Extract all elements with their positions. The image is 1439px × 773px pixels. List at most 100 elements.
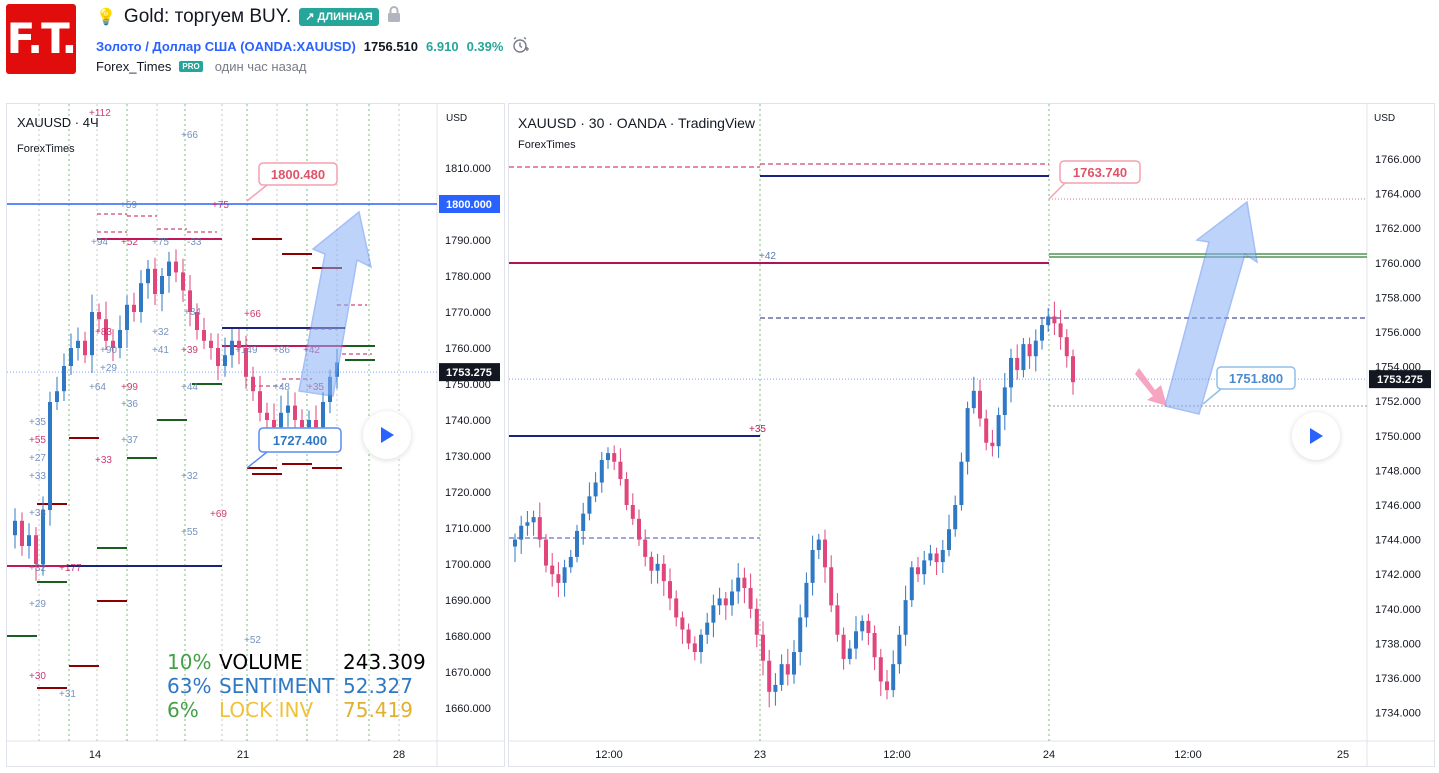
level-annotation: +38 — [29, 508, 46, 519]
stat-name: LOCK INV — [219, 698, 314, 722]
candle-body — [909, 567, 914, 601]
candle-body — [823, 539, 827, 568]
candle-body — [940, 549, 945, 563]
candle-body — [237, 340, 241, 348]
price-tick-label: 1740.000 — [1375, 604, 1421, 616]
candle-body — [723, 598, 728, 606]
callout-high-pointer — [246, 184, 268, 202]
candle-body — [841, 634, 846, 659]
level-annotation: +66 — [244, 309, 261, 320]
level-annotation: +35 — [749, 424, 766, 435]
candle-body — [581, 513, 586, 531]
right-chart-canvas[interactable]: 1766.000 1764.000 1762.000 1760.000 1758.000… — [509, 104, 1434, 766]
candle-body — [922, 560, 927, 575]
candle-body — [990, 442, 995, 447]
time-tick-label: 12:00 — [595, 749, 623, 761]
candle-body — [717, 598, 722, 606]
right-play-button[interactable] — [1292, 412, 1340, 460]
time-tick-label: 21 — [237, 749, 249, 761]
candle-body — [661, 563, 666, 582]
level-annotation: +30 — [29, 671, 46, 682]
candle-body — [1033, 340, 1038, 357]
time-tick-label: 14 — [89, 749, 101, 761]
level-annotation: +75 — [212, 200, 229, 211]
left-chart-sublabel: ForexTimes — [17, 143, 75, 155]
published-time: один час назад — [214, 59, 307, 74]
author-name[interactable]: Forex_Times — [96, 59, 172, 74]
level-annotation: +90 — [100, 345, 117, 356]
last-price-label: 1753.275 — [1377, 374, 1423, 386]
candle-body — [562, 567, 567, 583]
callout-high-box — [258, 162, 338, 186]
candle-body — [730, 591, 734, 606]
callout-high-pointer — [1048, 182, 1066, 200]
price-tick-label: 1750.000 — [1375, 431, 1421, 443]
level-annotation: +37 — [121, 435, 138, 446]
candle-body — [885, 681, 889, 691]
highlight-price-tag — [439, 195, 500, 213]
candle-body — [34, 535, 38, 564]
candle-body — [978, 390, 982, 419]
price-tick-label: 1736.000 — [1375, 673, 1421, 685]
candle-body — [798, 617, 803, 653]
left-play-button[interactable] — [363, 411, 411, 459]
level-annotation: +32 — [152, 327, 169, 338]
candle-body — [181, 272, 185, 291]
candle-body — [90, 312, 94, 356]
level-annotation: +48 — [273, 382, 290, 393]
left-chart-panel[interactable]: 1810.000 1800.000 1790.000 1780.000 1770.000… — [6, 103, 505, 767]
last-price-tag — [1369, 370, 1431, 389]
candle-body — [41, 510, 45, 564]
forex-times-logo[interactable]: F.T. — [6, 4, 77, 74]
candle-body — [630, 505, 635, 519]
symbol-link[interactable]: Золото / Доллар США (OANDA:XAUUSD) — [96, 39, 356, 54]
price-tick-label: 1730.000 — [445, 451, 491, 463]
stat-value: 75.419 — [343, 698, 413, 722]
level-annotation: +27 — [29, 453, 46, 464]
candle-body — [785, 664, 790, 675]
candle-body — [854, 631, 858, 649]
level-annotation: +32 — [29, 563, 46, 574]
price-change: 6.910 — [426, 39, 459, 54]
price-tick-label: 1746.000 — [1375, 500, 1421, 512]
candle-body — [216, 348, 220, 366]
level-annotation: +69 — [210, 509, 227, 520]
candle-body — [279, 412, 283, 428]
forecast-arrow — [298, 210, 373, 397]
candle-body — [897, 634, 902, 665]
price-tick-label: 1744.000 — [1375, 535, 1421, 547]
level-annotation: +44 — [181, 382, 198, 393]
right-chart-panel[interactable]: 1766.000 1764.000 1762.000 1760.000 1758.000… — [508, 103, 1435, 767]
alarm-clock-icon[interactable] — [511, 36, 530, 57]
candle-body — [20, 520, 24, 546]
callout-high-label: 1800.480 — [271, 167, 325, 182]
candle-body — [773, 684, 778, 692]
price-tick-label: 1762.000 — [1375, 223, 1421, 235]
candle-body — [1046, 316, 1051, 326]
level-annotation: +29 — [100, 363, 117, 374]
callout-low-label: 1727.400 — [273, 433, 327, 448]
candle-body — [139, 283, 143, 312]
stat-value: 52.327 — [343, 674, 413, 698]
level-annotation: +52 — [244, 635, 261, 646]
stat-row-lock-inv: 6% LOCK INV 75.419 — [167, 698, 426, 722]
candle-body — [69, 348, 73, 366]
candle-body — [244, 348, 248, 377]
time-tick-label: 23 — [754, 749, 766, 761]
candle-body — [550, 565, 555, 575]
stat-pct: 6% — [167, 698, 199, 722]
candle-body — [835, 605, 840, 635]
level-annotation: +86 — [273, 345, 290, 356]
price-tick-label: 1758.000 — [1375, 292, 1421, 304]
price-tick-label: 1750.000 — [445, 379, 491, 391]
right-axis-currency: USD — [1374, 113, 1396, 124]
level-annotation: +52 — [121, 237, 138, 248]
level-annotation: +55 — [181, 527, 198, 538]
level-annotation: +42 — [759, 251, 776, 262]
candle-body — [111, 340, 115, 348]
candle-body — [27, 535, 31, 546]
stat-value: 243.309 — [343, 650, 426, 674]
left-chart-canvas[interactable]: 1810.000 1800.000 1790.000 1780.000 1770.000… — [7, 104, 504, 766]
candle-body — [606, 453, 610, 461]
right-chart-symbol-label: XAUUSD · 30 · OANDA · TradingView — [518, 115, 756, 131]
